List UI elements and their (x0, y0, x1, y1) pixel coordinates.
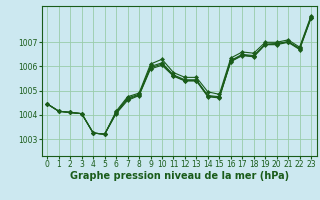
X-axis label: Graphe pression niveau de la mer (hPa): Graphe pression niveau de la mer (hPa) (70, 171, 289, 181)
